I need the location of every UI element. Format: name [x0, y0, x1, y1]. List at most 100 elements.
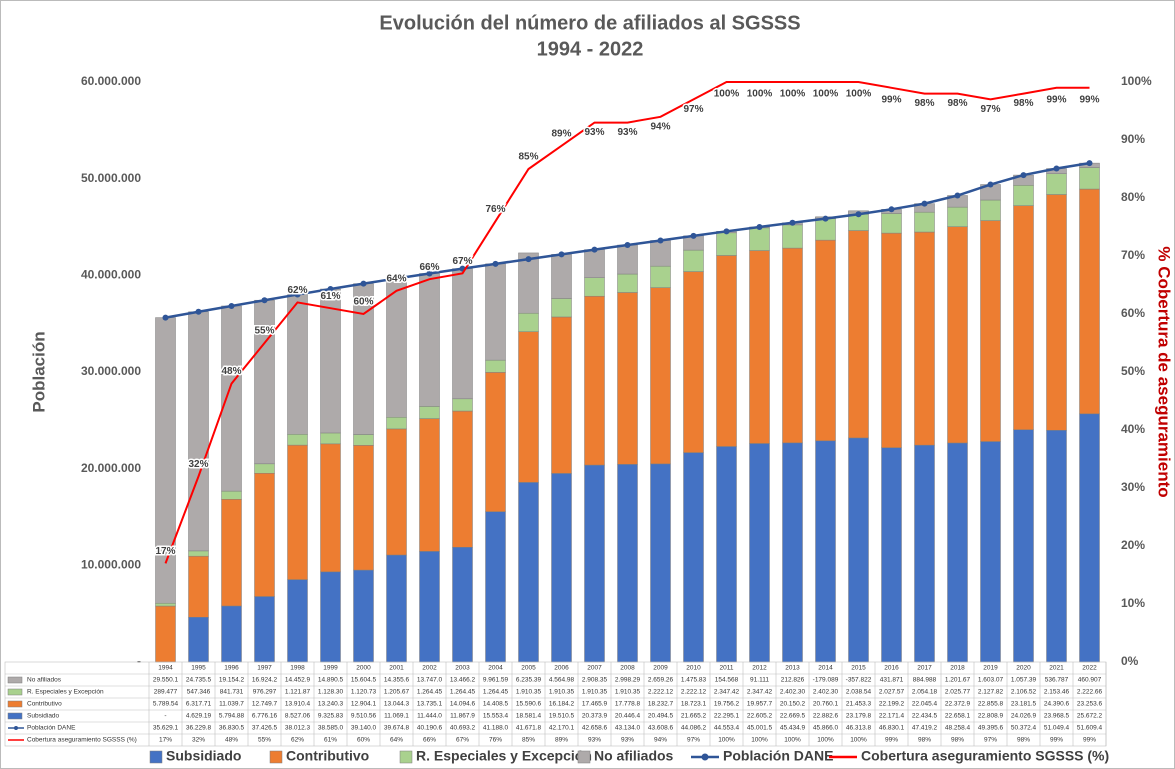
table-cell: 45.434.9 — [780, 725, 806, 732]
x-tick-label: 2014 — [818, 665, 833, 672]
bar-segment — [584, 295, 605, 466]
bar-segment — [1013, 185, 1034, 206]
table-cell: 40.693.2 — [450, 725, 476, 732]
table-cell: 1.475.83 — [681, 677, 707, 684]
table-cell: 24.735.5 — [186, 677, 212, 684]
table-cell: 11.039.7 — [219, 701, 244, 708]
bar-segment — [386, 416, 407, 430]
table-cell: 22.171.4 — [879, 713, 905, 720]
table-cell: 547.346 — [187, 689, 211, 696]
line-marker — [756, 223, 763, 230]
bar-segment — [881, 232, 902, 448]
bar-segment — [782, 442, 803, 663]
table-cell: 22.372.9 — [945, 701, 971, 708]
table-cell: 22.855.8 — [978, 701, 1004, 708]
table-cell: 17.778.8 — [615, 701, 641, 708]
bar-segment — [188, 550, 209, 557]
y-tick-label: 20.000.000 — [81, 461, 141, 475]
data-label: 98% — [1013, 98, 1033, 109]
table-cell: 20.150.2 — [780, 701, 806, 708]
table-cell: 1.910.35 — [582, 689, 608, 696]
x-tick-label: 1997 — [257, 665, 272, 672]
table-legend-key — [14, 726, 18, 730]
table-cell: 13.735.1 — [417, 701, 443, 708]
line-marker — [1053, 165, 1060, 172]
y2-tick-label: 0% — [1121, 654, 1139, 668]
data-label: 97% — [980, 104, 1000, 115]
table-cell: 97% — [687, 737, 700, 744]
bar-segment — [386, 428, 407, 556]
line-marker — [162, 314, 169, 321]
table-cell: 42.170.1 — [549, 725, 575, 732]
x-tick-label: 2003 — [455, 665, 470, 672]
y2-tick-label: 60% — [1121, 306, 1145, 320]
legend-label: No afiliados — [594, 748, 674, 764]
y2-tick-label: 50% — [1121, 364, 1145, 378]
bar-segment — [848, 437, 869, 663]
bar-segment — [617, 292, 638, 465]
table-cell: 38.585.0 — [318, 725, 344, 732]
bar-segment — [650, 240, 671, 267]
bar-segment — [221, 490, 242, 500]
y2-tick-label: 40% — [1121, 422, 1145, 436]
x-tick-label: 2009 — [653, 665, 668, 672]
bar-segment — [518, 331, 539, 483]
y2-axis-label: % Cobertura de aseguramiento — [1155, 246, 1174, 497]
table-cell: 51.049.4 — [1044, 725, 1070, 732]
x-tick-label: 2015 — [851, 665, 866, 672]
bar-segment — [320, 288, 341, 434]
table-cell: 23.181.5 — [1011, 701, 1037, 708]
table-cell: 11.444.0 — [417, 713, 442, 720]
bar-segment — [221, 605, 242, 663]
bar-segment — [452, 410, 473, 548]
table-cell: 1.910.35 — [549, 689, 575, 696]
x-tick-label: 1996 — [224, 665, 239, 672]
bar-segment — [485, 372, 506, 512]
y2-tick-label: 30% — [1121, 480, 1145, 494]
data-label: 100% — [846, 89, 872, 100]
table-cell: 16.924.2 — [252, 677, 278, 684]
line-marker — [789, 219, 796, 226]
table-cell: 12.904.1 — [351, 701, 377, 708]
data-label: 94% — [650, 121, 670, 132]
table-legend-key — [7, 712, 23, 720]
table-cell: 67% — [456, 737, 469, 744]
table-cell: 39.674.8 — [384, 725, 410, 732]
bar-segment — [881, 213, 902, 234]
table-cell: 2.054.18 — [912, 689, 938, 696]
data-label: 100% — [714, 89, 740, 100]
table-cell: 19.756.2 — [714, 701, 740, 708]
table-cell: 76% — [489, 737, 502, 744]
y-tick-label: - — [137, 654, 141, 668]
bar-segment — [452, 398, 473, 412]
table-cell: 1.205.67 — [384, 689, 410, 696]
table-cell: 44.553.4 — [714, 725, 740, 732]
bar-segment — [221, 305, 242, 492]
bar-segment — [287, 434, 308, 446]
bar-segment — [1046, 173, 1067, 195]
table-cell: 29.550.1 — [153, 677, 179, 684]
table-cell: 25.672.2 — [1077, 713, 1103, 720]
y-tick-label: 30.000.000 — [81, 364, 141, 378]
table-cell: 13.240.3 — [318, 701, 344, 708]
bar-segment — [716, 446, 737, 663]
table-cell: 94% — [654, 737, 667, 744]
table-cell: 47.419.2 — [912, 725, 938, 732]
table-cell: 22.658.1 — [945, 713, 971, 720]
bar-segment — [947, 442, 968, 663]
bar-segment — [188, 617, 209, 663]
table-cell: 12.749.7 — [252, 701, 278, 708]
bar-segment — [716, 232, 737, 256]
bar-segment — [551, 298, 572, 318]
legend-key — [701, 753, 709, 761]
x-tick-label: 2000 — [356, 665, 371, 672]
bar-segment — [584, 249, 605, 278]
bar-segment — [683, 271, 704, 453]
bar-segment — [782, 247, 803, 444]
bar-segment — [254, 463, 275, 474]
x-tick-label: 2021 — [1049, 665, 1064, 672]
bar-segment — [584, 277, 605, 297]
table-cell: 36.229.8 — [186, 725, 212, 732]
bar-segment — [518, 482, 539, 663]
table-cell: 100% — [718, 737, 735, 744]
